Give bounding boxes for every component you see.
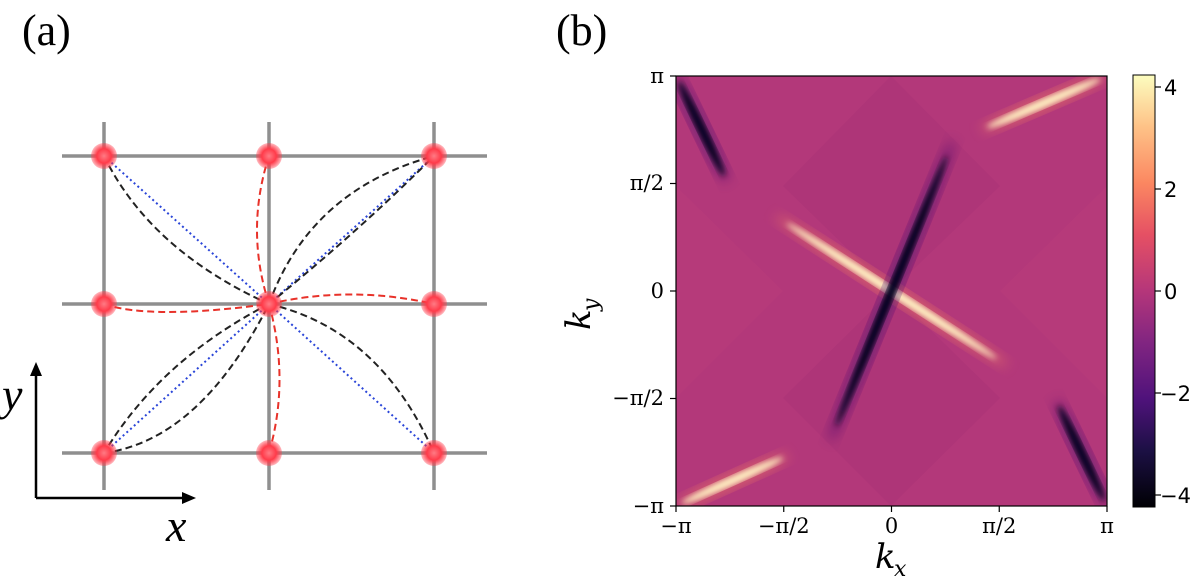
site [256,291,282,317]
x-axis-label: x [165,500,187,551]
ky-subscript: y [579,298,604,312]
x-tick-label: −π/2 [758,514,810,538]
heatmap-texture-light [676,186,1107,398]
x-tick-label: −π [660,514,692,538]
colorbar-tick-label: 0 [1164,280,1177,304]
y-tick-label: π [650,64,664,88]
heatmap-texture [783,76,1000,506]
y-tick-label: −π/2 [612,386,664,410]
colorbar-tick-label: 4 [1164,76,1177,100]
kx-axis-title: k x [875,537,907,577]
negative-ridge [1058,405,1105,501]
site [421,440,447,466]
kx-letter: k [875,537,896,577]
heatmap-features [676,76,1107,506]
lattice-sites [91,143,447,466]
ky-letter: k [559,309,599,330]
site [421,291,447,317]
site [421,143,447,169]
site [256,143,282,169]
site [256,440,282,466]
x-tick-label: 0 [885,514,898,538]
diagonal-bonds [103,155,435,454]
panel-a-label: (a) [22,6,71,55]
kx-subscript: x [894,557,907,577]
ky-axis-title: k y [559,298,604,330]
colorbar-tick-label: −4 [1160,484,1191,508]
positive-ridge [986,78,1101,128]
y-tick-label: π/2 [630,171,664,195]
y-tick-label: 0 [651,279,664,303]
site [91,143,117,169]
negative-ridge [678,81,725,177]
x-tick-label: π [1100,514,1114,538]
x-tick-label: π/2 [982,514,1016,538]
colorbar-tick-label: −2 [1160,382,1191,406]
colorbar-tick-label: 2 [1164,178,1177,202]
coordinate-axes [30,362,196,504]
y-axis-ticks [670,75,676,507]
y-axis-label: y [0,369,23,420]
colorbar-ticks [1155,86,1161,496]
y-tick-label: −π [633,494,665,518]
negative-ridge [835,155,948,427]
panel-b-label: (b) [556,6,607,55]
colorbar [1132,74,1156,508]
heatmap [676,76,1107,506]
x-axis-ticks [675,506,1108,512]
nnn-bonds [103,155,435,454]
site [91,291,117,317]
site [91,440,117,466]
positive-ridge [681,457,784,504]
